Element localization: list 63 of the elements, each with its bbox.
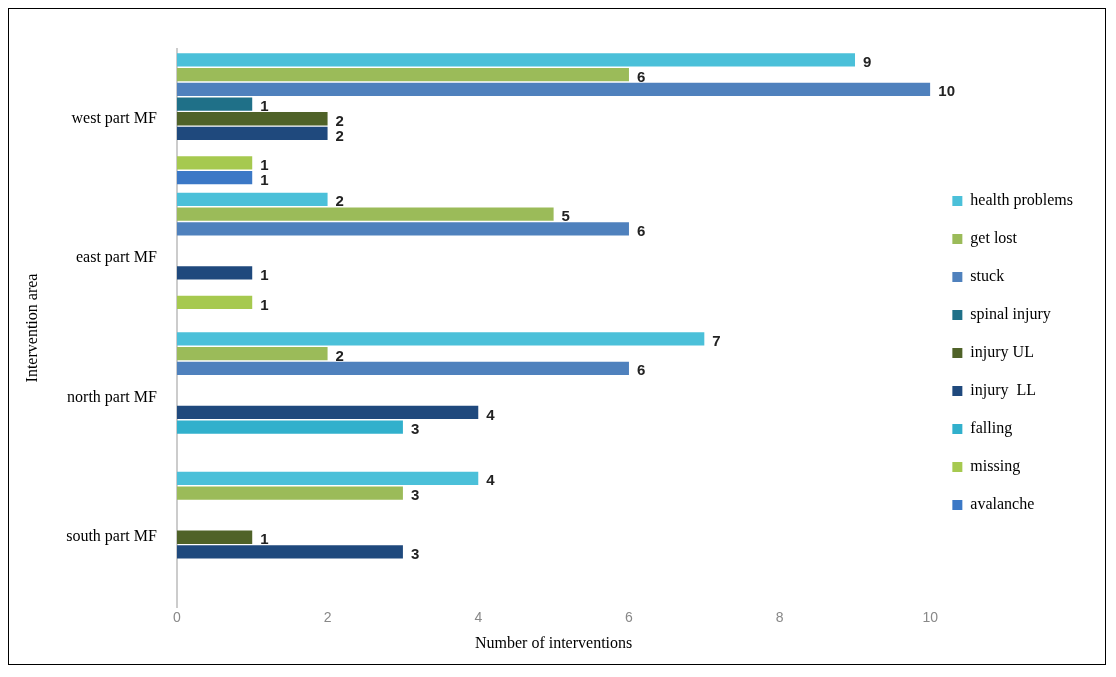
x-tick-label: 6 bbox=[625, 609, 634, 626]
data-label: 2 bbox=[335, 346, 344, 364]
data-label: 2 bbox=[335, 126, 344, 144]
y-axis-title: Intervention area bbox=[22, 273, 40, 383]
data-label: 1 bbox=[260, 295, 269, 313]
bar bbox=[176, 295, 253, 310]
y-tick-label: north part MF bbox=[67, 387, 157, 406]
bar bbox=[176, 97, 253, 111]
x-tick-label: 10 bbox=[922, 609, 939, 626]
data-label: 10 bbox=[938, 82, 956, 100]
data-label: 7 bbox=[712, 331, 721, 349]
y-tick-label: west part MF bbox=[71, 108, 157, 127]
bar bbox=[176, 420, 403, 434]
legend-label: falling bbox=[970, 419, 1013, 438]
data-label: 2 bbox=[335, 111, 344, 129]
x-tick-label: 8 bbox=[775, 609, 784, 626]
bar bbox=[176, 222, 629, 236]
legend-label: health problems bbox=[970, 191, 1073, 210]
bar bbox=[176, 545, 403, 559]
legend-label: stuck bbox=[970, 267, 1005, 285]
data-label: 3 bbox=[410, 545, 420, 563]
legend-label: avalanche bbox=[970, 495, 1035, 513]
bar bbox=[176, 192, 328, 206]
bar bbox=[176, 405, 479, 420]
y-tick-label: east part MF bbox=[76, 248, 157, 267]
x-tick-label: 4 bbox=[474, 609, 483, 626]
bar bbox=[176, 82, 931, 96]
data-label: 3 bbox=[410, 486, 420, 504]
bar bbox=[176, 171, 253, 185]
data-label: 4 bbox=[486, 405, 496, 423]
data-label: 4 bbox=[486, 471, 496, 489]
data-label: 6 bbox=[636, 221, 646, 239]
y-tick-label: south part MF bbox=[66, 527, 157, 546]
legend-label: missing bbox=[970, 457, 1021, 476]
legend-label: injury UL bbox=[970, 343, 1034, 362]
data-label: 5 bbox=[561, 207, 570, 225]
bar bbox=[176, 207, 554, 221]
data-label: 6 bbox=[636, 361, 646, 379]
bar bbox=[176, 486, 403, 500]
bar bbox=[176, 156, 253, 170]
bar bbox=[176, 332, 705, 346]
legend-label: injury LL bbox=[970, 381, 1037, 400]
data-label: 1 bbox=[260, 266, 269, 284]
data-label: 2 bbox=[335, 192, 344, 210]
data-label: 3 bbox=[410, 420, 420, 438]
legend-label: get lost bbox=[970, 229, 1018, 248]
x-tick-label: 0 bbox=[172, 609, 181, 626]
bar bbox=[176, 53, 856, 67]
data-label: 6 bbox=[636, 67, 646, 85]
bar bbox=[176, 346, 328, 361]
legend-label: spinal injury bbox=[970, 305, 1051, 324]
data-label: 1 bbox=[260, 530, 269, 548]
x-tick-label: 2 bbox=[323, 609, 332, 626]
bar bbox=[176, 361, 629, 375]
bar bbox=[176, 112, 328, 126]
bar bbox=[176, 530, 253, 544]
x-axis-title: Number of interventions bbox=[474, 633, 633, 651]
bar bbox=[176, 471, 479, 485]
bar bbox=[176, 126, 328, 141]
bar bbox=[176, 67, 629, 82]
data-label: 9 bbox=[863, 52, 872, 70]
data-label: 1 bbox=[260, 97, 269, 115]
bar bbox=[176, 266, 253, 280]
